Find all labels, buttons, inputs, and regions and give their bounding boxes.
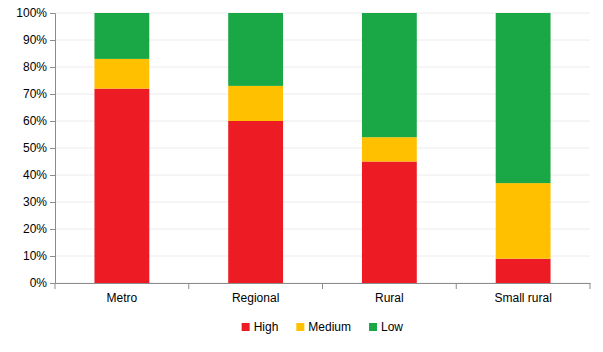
series [94, 89, 550, 283]
x-tick: Small rural [494, 283, 551, 305]
y-tick-mark [50, 202, 55, 203]
y-tick-mark [50, 67, 55, 68]
bar-segment [94, 89, 149, 283]
legend-label: High [254, 320, 279, 334]
y-tick-mark [50, 175, 55, 176]
x-tick-label: Rural [375, 291, 404, 305]
y-tick-label: 40% [23, 168, 47, 182]
y-tick-label: 60% [23, 114, 47, 128]
bar-segment [362, 137, 417, 161]
y-tick-mark [50, 256, 55, 257]
legend-swatch [242, 323, 250, 331]
x-tick-label: Regional [232, 291, 279, 305]
category-separator [590, 283, 591, 289]
x-tick-label: Metro [107, 291, 138, 305]
y-tick: 0% [30, 276, 55, 290]
y-tick-mark [50, 13, 55, 14]
y-tick: 50% [23, 141, 55, 155]
y-tick: 20% [23, 222, 55, 236]
bar-segment [228, 13, 283, 86]
y-tick-mark [50, 283, 55, 284]
y-tick-mark [50, 229, 55, 230]
y-tick-mark [50, 94, 55, 95]
legend-item: Medium [296, 320, 351, 334]
y-tick-mark [50, 121, 55, 122]
series [94, 59, 550, 259]
y-tick-label: 100% [16, 6, 47, 20]
bar-segment [496, 13, 551, 183]
grid [55, 13, 590, 283]
x-axis: Metro Regional Rural Small rural [56, 283, 591, 305]
legend-label: Medium [308, 320, 351, 334]
y-tick: 40% [23, 168, 55, 182]
x-tick-label: Small rural [494, 291, 551, 305]
y-tick: 60% [23, 114, 55, 128]
x-tick: Rural [375, 283, 404, 305]
y-tick: 90% [23, 33, 55, 47]
category-separator [456, 283, 457, 289]
y-tick-label: 20% [23, 222, 47, 236]
y-tick-mark [50, 40, 55, 41]
bar-segment [362, 13, 417, 137]
y-tick-label: 10% [23, 249, 47, 263]
y-tick-mark [50, 148, 55, 149]
bar-segment [228, 86, 283, 121]
y-tick-label: 90% [23, 33, 47, 47]
bar-segment [362, 162, 417, 284]
bar-segment [496, 183, 551, 259]
bar-segment [228, 121, 283, 283]
y-tick-label: 30% [23, 195, 47, 209]
chart: 0% 10% 20% 30% 40% 50% 60% 70% 80% 90% 100% Metro Re… [0, 0, 603, 352]
y-tick-label: 70% [23, 87, 47, 101]
y-tick: 80% [23, 60, 55, 74]
legend-swatch [296, 323, 304, 331]
category-separator [188, 283, 189, 289]
legend: High Medium Low [242, 320, 404, 334]
y-tick-label: 0% [30, 276, 48, 290]
y-tick: 70% [23, 87, 55, 101]
plot: 0% 10% 20% 30% 40% 50% 60% 70% 80% 90% 100% Metro Re… [16, 6, 590, 304]
legend-swatch [369, 323, 377, 331]
y-axis: 0% 10% 20% 30% 40% 50% 60% 70% 80% 90% 100% [16, 6, 55, 290]
category-separator [322, 283, 323, 289]
y-tick-label: 80% [23, 60, 47, 74]
series [94, 13, 550, 183]
y-tick: 100% [16, 6, 55, 20]
bar-segment [94, 13, 149, 59]
category-separators [55, 283, 590, 289]
category-separator [55, 283, 56, 289]
x-tick: Regional [232, 283, 279, 305]
y-tick-label: 50% [23, 141, 47, 155]
legend-item: Low [369, 320, 403, 334]
legend-label: Low [381, 320, 403, 334]
legend-item: High [242, 320, 279, 334]
bar-segment [496, 259, 551, 283]
x-tick: Metro [107, 283, 138, 305]
bars [94, 13, 550, 283]
y-tick: 30% [23, 195, 55, 209]
y-axis-line [50, 14, 56, 284]
bar-segment [94, 59, 149, 89]
y-tick: 10% [23, 249, 55, 263]
